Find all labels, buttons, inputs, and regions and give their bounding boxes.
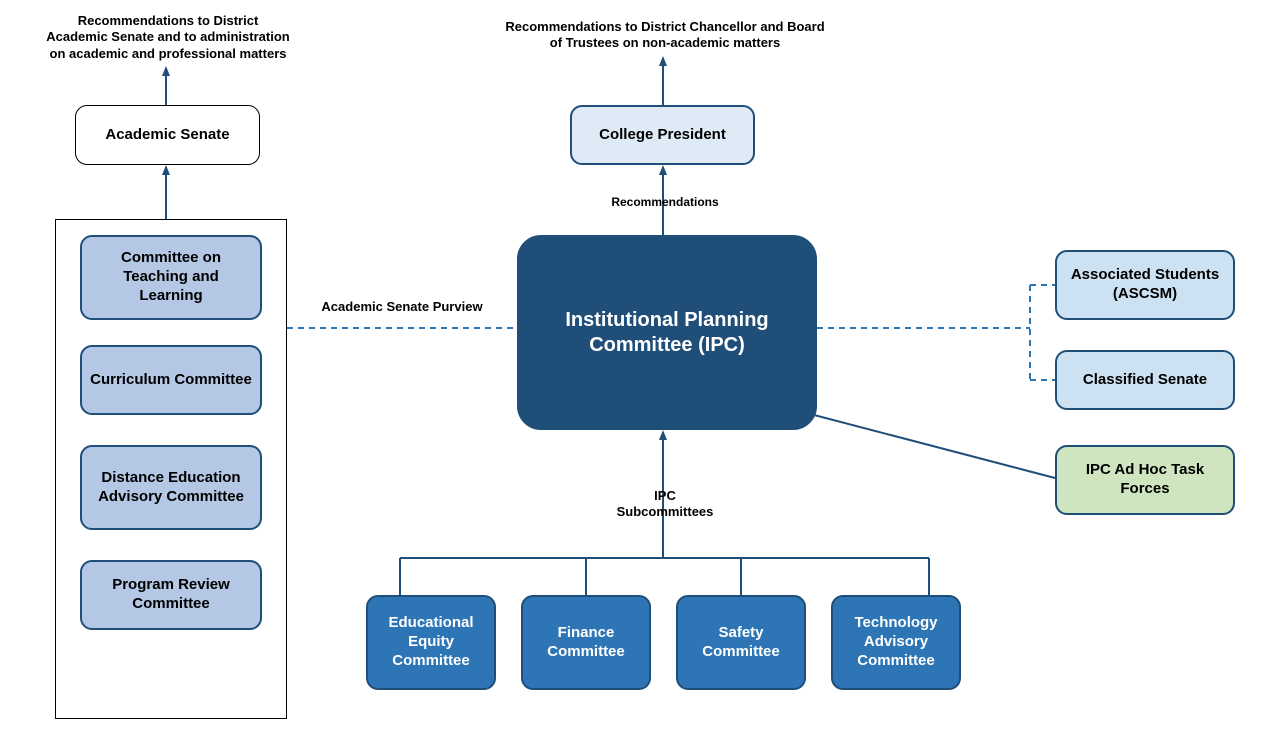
node-distance_ed: Distance Education Advisory Committee: [80, 445, 262, 530]
node-finance: Finance Committee: [521, 595, 651, 690]
node-curriculum_committee: Curriculum Committee: [80, 345, 262, 415]
node-classified_senate: Classified Senate: [1055, 350, 1235, 410]
node-ad_hoc: IPC Ad Hoc Task Forces: [1055, 445, 1235, 515]
label-ipc_subcommittees: IPC Subcommittees: [605, 488, 725, 524]
node-edu_equity: Educational Equity Committee: [366, 595, 496, 690]
node-safety: Safety Committee: [676, 595, 806, 690]
node-college_president: College President: [570, 105, 755, 165]
node-program_review: Program Review Committee: [80, 560, 262, 630]
node-tech_advisory: Technology Advisory Committee: [831, 595, 961, 690]
node-committee_teaching: Committee on Teaching and Learning: [80, 235, 262, 320]
node-associated_students: Associated Students (ASCSM): [1055, 250, 1235, 320]
node-ipc: Institutional Planning Committee (IPC): [517, 235, 817, 430]
node-top_right_text: Recommendations to District Chancellor a…: [490, 15, 840, 55]
label-recommendations: Recommendations: [600, 195, 730, 213]
node-top_left_text: Recommendations to District Academic Sen…: [38, 10, 298, 65]
node-academic_senate: Academic Senate: [75, 105, 260, 165]
label-academic_purview: Academic Senate Purview: [312, 299, 492, 317]
